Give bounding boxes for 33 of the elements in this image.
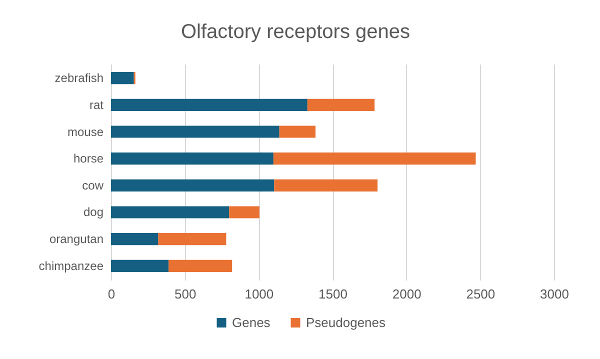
bar xyxy=(279,126,316,138)
bar xyxy=(229,206,260,218)
y-tick-label: dog xyxy=(83,205,104,220)
bar xyxy=(307,98,375,111)
y-tick-label: orangutan xyxy=(49,232,104,246)
x-tick-label: 2000 xyxy=(392,286,422,302)
y-tick-label: chimpanzee xyxy=(38,258,104,273)
bar xyxy=(111,152,274,165)
x-tick-label: 0 xyxy=(108,286,116,302)
y-tick-label: horse xyxy=(73,152,104,166)
bar xyxy=(111,233,158,246)
bar xyxy=(168,260,232,272)
y-tick-label: zebrafish xyxy=(54,71,104,86)
x-tick-label: 2500 xyxy=(466,286,496,302)
legend-label: Pseudogenes xyxy=(306,314,386,330)
bar xyxy=(111,179,274,192)
bar xyxy=(111,72,134,84)
bar xyxy=(111,98,308,111)
bar xyxy=(111,206,230,218)
legend-label: Genes xyxy=(232,314,271,330)
chart-title: Olfactory receptors genes xyxy=(181,21,410,43)
bar xyxy=(111,126,280,138)
y-tick-label: cow xyxy=(82,178,104,192)
x-tick-label: 3000 xyxy=(540,286,569,302)
x-tick-label: 1000 xyxy=(244,286,274,302)
bar xyxy=(273,152,476,165)
y-tick-label: rat xyxy=(89,98,104,112)
bar xyxy=(111,260,169,272)
y-tick-label: mouse xyxy=(67,124,104,139)
x-tick-label: 1500 xyxy=(318,286,348,302)
bar xyxy=(274,179,378,192)
x-tick-label: 500 xyxy=(174,286,196,302)
bar xyxy=(158,233,226,246)
